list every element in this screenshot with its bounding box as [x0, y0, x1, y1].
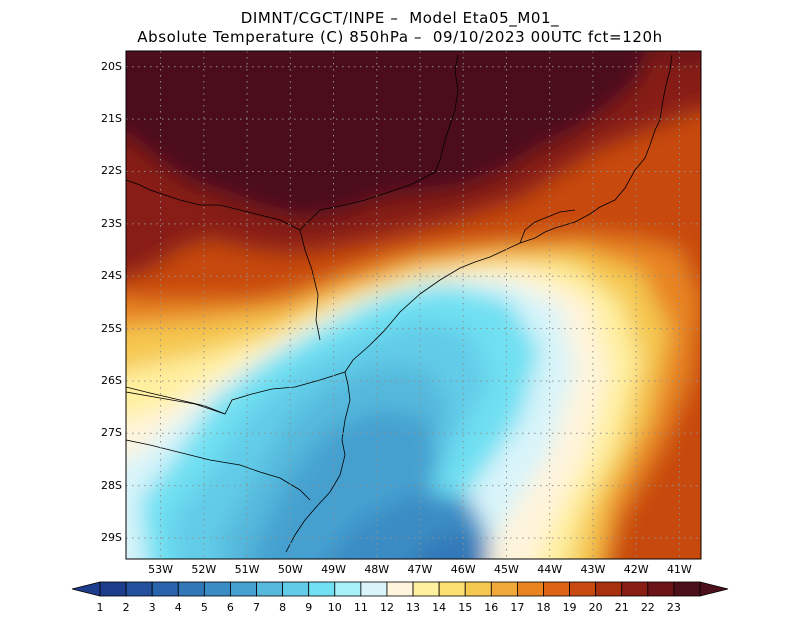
- colorbar-swatch-10: [334, 581, 362, 597]
- colorbar-low-arrow: [71, 581, 101, 597]
- lon-label-52W: 52W: [191, 563, 217, 576]
- colorbar-swatch-7: [256, 581, 284, 597]
- colorbar-label-18: 18: [536, 601, 551, 614]
- colorbar-swatch-18: [543, 581, 570, 597]
- lon-label-43W: 43W: [580, 563, 606, 576]
- colorbar-swatch-9: [308, 581, 336, 597]
- plot-frame: [125, 50, 702, 560]
- title-line-1: DIMNT/CGCT/INPE – Model Eta05_M01_: [240, 9, 560, 27]
- colorbar-label-4: 4: [174, 601, 182, 614]
- colorbar-swatch-20: [595, 581, 623, 597]
- lat-label-28S: 28S: [101, 478, 122, 492]
- lat-label-21S: 21S: [101, 112, 122, 126]
- colorbar-label-5: 5: [200, 601, 208, 614]
- colorbar-swatch-22: [647, 581, 675, 597]
- colorbar-label-8: 8: [279, 601, 287, 614]
- colorbar-label-11: 11: [353, 601, 368, 614]
- lon-label-41W: 41W: [666, 563, 692, 576]
- colorbar-label-1: 1: [96, 601, 104, 614]
- colorbar-swatch-16: [490, 581, 518, 597]
- colorbar: [71, 581, 729, 597]
- lon-label-49W: 49W: [321, 563, 346, 576]
- colorbar-high-arrow: [699, 581, 729, 597]
- lat-label-23S: 23S: [101, 216, 122, 230]
- lat-label-27S: 27S: [101, 426, 122, 440]
- lat-label-29S: 29S: [101, 531, 122, 545]
- gridlines: [126, 51, 701, 559]
- colorbar-swatch-4: [177, 581, 205, 597]
- colorbar-label-6: 6: [226, 601, 234, 614]
- colorbar-label-22: 22: [640, 601, 655, 614]
- colorbar-swatch-8: [282, 581, 310, 597]
- colorbar-label-19: 19: [562, 601, 577, 614]
- colorbar-label-21: 21: [614, 601, 629, 614]
- colorbar-label-9: 9: [305, 601, 313, 614]
- colorbar-swatch-21: [621, 581, 649, 597]
- lon-label-50W: 50W: [277, 563, 303, 576]
- lon-label-51W: 51W: [234, 563, 260, 576]
- colorbar-swatch-15: [464, 581, 492, 597]
- colorbar-label-15: 15: [458, 601, 473, 614]
- lon-label-53W: 53W: [148, 563, 174, 576]
- colorbar-swatch-6: [230, 581, 257, 597]
- colorbar-label-20: 20: [588, 601, 603, 614]
- colorbar-label-3: 3: [148, 601, 156, 614]
- colorbar-swatch-13: [412, 581, 440, 597]
- colorbar-label-12: 12: [379, 601, 394, 614]
- temperature-field: [126, 51, 701, 559]
- colorbar-label-16: 16: [484, 601, 499, 614]
- colorbar-label-10: 10: [327, 601, 342, 614]
- colorbar-label-23: 23: [666, 601, 681, 614]
- lat-label-26S: 26S: [101, 373, 122, 387]
- colorbar-swatch-5: [203, 581, 231, 597]
- lon-label-48W: 48W: [364, 563, 390, 576]
- colorbar-label-2: 2: [122, 601, 130, 614]
- lon-label-46W: 46W: [450, 563, 476, 576]
- coastline-and-borders: [126, 54, 673, 553]
- lon-label-42W: 42W: [623, 563, 649, 576]
- colorbar-swatch-12: [386, 581, 414, 597]
- lat-label-22S: 22S: [101, 164, 122, 178]
- colorbar-swatch-23: [673, 581, 701, 597]
- lat-label-20S: 20S: [101, 59, 122, 73]
- colorbar-label-17: 17: [510, 601, 525, 614]
- lon-label-45W: 45W: [494, 563, 519, 576]
- lon-label-44W: 44W: [537, 563, 563, 576]
- lat-label-25S: 25S: [101, 321, 122, 335]
- title-line-2: Absolute Temperature (C) 850hPa – 09/10/…: [137, 28, 663, 46]
- colorbar-swatch-11: [360, 581, 388, 597]
- colorbar-swatch-17: [516, 581, 544, 597]
- colorbar-label-7: 7: [253, 601, 261, 614]
- colorbar-swatch-3: [151, 581, 179, 597]
- colorbar-label-14: 14: [432, 601, 447, 614]
- lat-label-24S: 24S: [101, 269, 122, 283]
- colorbar-swatch-1: [99, 581, 127, 597]
- colorbar-label-13: 13: [406, 601, 421, 614]
- colorbar-swatch-19: [569, 581, 597, 597]
- colorbar-swatch-14: [438, 581, 466, 597]
- lon-label-47W: 47W: [407, 563, 433, 576]
- colorbar-swatch-2: [125, 581, 153, 597]
